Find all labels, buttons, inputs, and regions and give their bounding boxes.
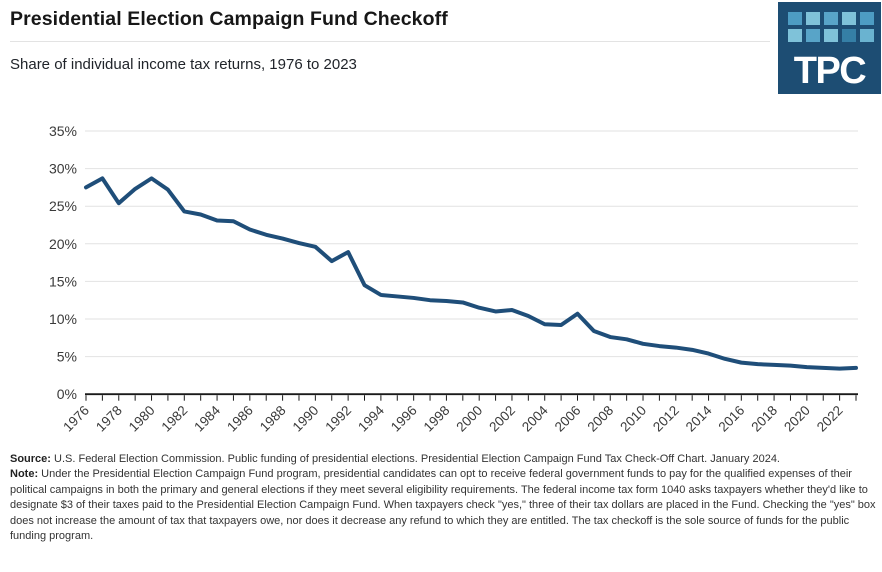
note-text: Under the Presidential Election Campaign… <box>10 468 876 543</box>
x-axis-tick-label: 2014 <box>683 402 715 434</box>
logo-tile <box>806 29 820 42</box>
logo-tile <box>842 12 856 25</box>
trend-line <box>84 176 858 371</box>
x-axis-tick-label: 1992 <box>322 403 354 435</box>
x-axis-tick-label: 1988 <box>257 403 289 435</box>
tpc-logo: TPC <box>778 2 881 94</box>
x-axis-tick-label: 1994 <box>355 402 387 434</box>
note-label: Note: <box>10 468 39 481</box>
x-axis-tick-label: 2022 <box>814 403 846 435</box>
y-axis-tick-label: 15% <box>49 273 77 289</box>
logo-tile <box>824 29 838 42</box>
x-axis-tick-label: 2020 <box>781 403 813 435</box>
x-axis-tick-label: 1984 <box>191 402 223 434</box>
logo-tile <box>824 12 838 25</box>
x-axis-tick-label: 2016 <box>716 403 748 435</box>
x-axis-tick-label: 1978 <box>93 403 125 435</box>
x-axis-tick-label: 2006 <box>552 403 584 435</box>
x-axis-tick-label: 2000 <box>453 403 485 435</box>
logo-tile <box>806 12 820 25</box>
y-axis-tick-label: 35% <box>49 123 77 139</box>
logo-mosaic-icon <box>788 12 874 42</box>
logo-tile <box>842 29 856 42</box>
x-axis-tick-label: 1996 <box>388 403 420 435</box>
x-axis-tick-label: 1990 <box>290 403 322 435</box>
x-axis-tick-label: 2002 <box>486 403 518 435</box>
y-axis-tick-label: 10% <box>49 311 77 327</box>
line-chart: 0%5%10%15%20%25%30%35%1976 1978 1980 1982 19… <box>49 123 858 435</box>
explanatory-note: Note: Under the Presidential Election Ca… <box>10 467 876 544</box>
x-axis-tick-label: 1982 <box>159 403 191 435</box>
source-note: Source: U.S. Federal Election Commission… <box>10 452 876 467</box>
logo-tile <box>860 12 874 25</box>
title-divider <box>10 41 770 42</box>
y-axis-tick-label: 5% <box>57 349 77 365</box>
x-axis-tick-label: 1976 <box>60 403 92 435</box>
x-axis-tick-label: 1986 <box>224 403 256 435</box>
logo-tile <box>788 29 802 42</box>
logo-tile <box>788 12 802 25</box>
y-axis-tick-label: 0% <box>57 386 77 402</box>
x-axis-tick-label: 2018 <box>748 403 780 435</box>
source-label: Source: <box>10 453 51 465</box>
x-axis-tick-label: 2012 <box>650 403 682 435</box>
y-axis-tick-label: 25% <box>49 198 77 214</box>
logo-tile <box>860 29 874 42</box>
x-axis-tick-label: 1998 <box>421 403 453 435</box>
chart-footnotes: Source: U.S. Federal Election Commission… <box>10 452 876 544</box>
page-title: Presidential Election Campaign Fund Chec… <box>10 8 448 30</box>
y-axis-tick-label: 20% <box>49 236 77 252</box>
x-axis-tick-label: 2008 <box>585 403 617 435</box>
x-axis-tick-label: 1980 <box>126 403 158 435</box>
page-subtitle: Share of individual income tax returns, … <box>10 56 357 73</box>
logo-wordmark: TPC <box>793 50 867 92</box>
y-axis-tick-label: 30% <box>49 161 77 177</box>
source-text: U.S. Federal Election Commission. Public… <box>50 453 780 465</box>
x-axis-tick-label: 2004 <box>519 402 551 434</box>
x-axis-tick-label: 2010 <box>617 403 649 435</box>
